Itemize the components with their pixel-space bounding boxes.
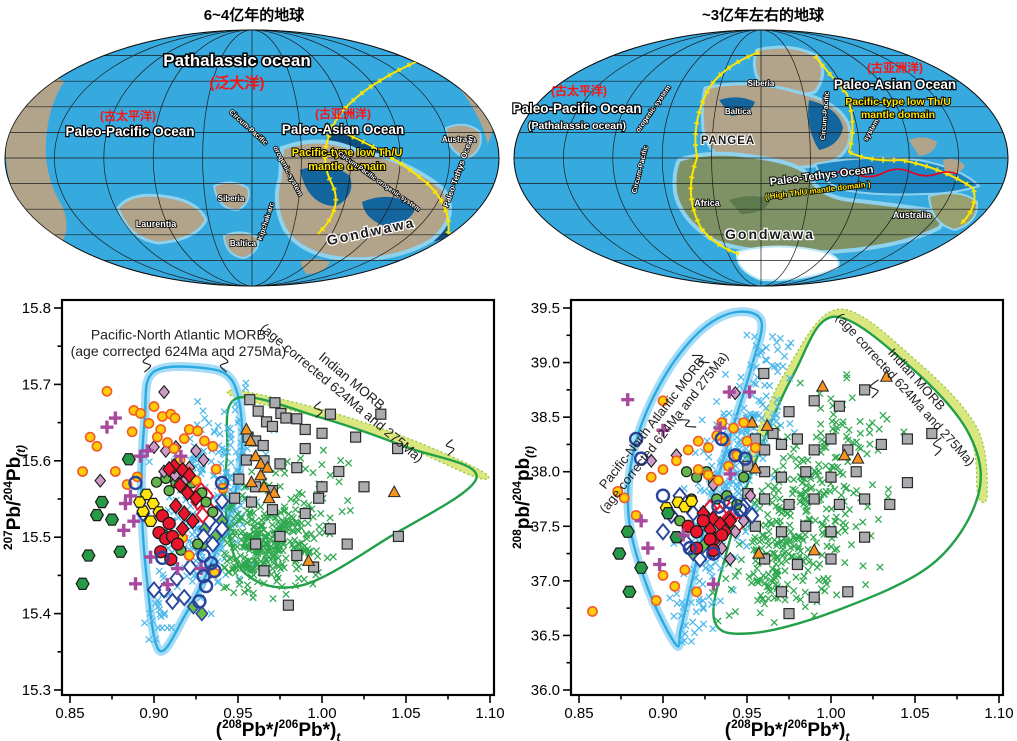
- tick-labels: 0.85 0.90 0.95 1.00 1.05 1.10 15.3 15.4 15.5 15.6…: [22, 300, 505, 722]
- paleo-map-300ma: (古亚洲洋) Paleo-Asian Ocean Pacific-type low …: [509, 0, 1017, 290]
- series-open-navy-diamonds: [135, 492, 230, 611]
- svg-text:(208Pb*/206Pb*)t: (208Pb*/206Pb*)t: [216, 718, 342, 741]
- series-red-diamonds: [162, 457, 203, 538]
- svg-text:39.5: 39.5: [531, 300, 560, 317]
- map-label: (古亚洲洋): [315, 106, 371, 121]
- svg-text:15.4: 15.4: [22, 606, 51, 623]
- svg-text:208pb/204pb(t): 208pb/204pb(t): [511, 446, 537, 549]
- map-label: (Pathalassic ocean): [528, 120, 626, 132]
- svg-text:1.05: 1.05: [391, 705, 420, 722]
- plot-frame: [569, 298, 1005, 697]
- svg-text:0.90: 0.90: [139, 705, 168, 722]
- svg-text:15.6: 15.6: [22, 453, 51, 470]
- map-label: mantle domain: [308, 161, 386, 173]
- pacific-north-atlantic-morb-field: [623, 307, 767, 651]
- svg-text:38.0: 38.0: [531, 464, 560, 481]
- map-label: Siberia: [218, 194, 245, 203]
- plate-boundaries: [316, 57, 452, 236]
- svg-text:1.05: 1.05: [900, 705, 929, 722]
- map-label: Baltica: [230, 239, 257, 248]
- map-label: Africa: [694, 198, 721, 208]
- svg-text:15.7: 15.7: [22, 376, 51, 393]
- indian-morb-field: [224, 395, 478, 589]
- pb208-pb204-scatter-plot: 0.85 0.90 0.95 1.00 1.05 1.10 36.0 36.5 37.0 37.5…: [509, 290, 1017, 741]
- graticule: [514, 30, 1008, 286]
- plot-frame: [60, 298, 496, 697]
- map-title-600-400ma: 6~4亿年的地球: [203, 7, 305, 24]
- series-navy-rings: [128, 475, 230, 609]
- graticule: [5, 30, 499, 286]
- cloud-indian-morb-data: [708, 370, 908, 627]
- series-magenta-plus: [100, 411, 208, 592]
- annotation-pacific-na-morb-label: Pacific-North Atlantic MORB(age correcte…: [71, 327, 287, 373]
- svg-text:15.8: 15.8: [22, 300, 51, 317]
- series-orange-triangles: [239, 422, 401, 566]
- svg-text:39.0: 39.0: [531, 355, 560, 372]
- map-label: (古亚洲洋): [867, 60, 923, 75]
- svg-text:15.5: 15.5: [22, 529, 51, 546]
- svg-text:37.5: 37.5: [531, 518, 560, 535]
- map-label: Paleo-Asian Ocean: [282, 122, 404, 137]
- pb207-pb204-scatter-plot: 0.85 0.90 0.95 1.00 1.05 1.10 15.3 15.4 15.5 15.6…: [0, 290, 508, 741]
- svg-text:36.0: 36.0: [531, 682, 560, 699]
- map-label: Pathalassic ocean: [163, 51, 310, 70]
- map-title-300ma: ~3亿年左右的地球: [701, 7, 825, 24]
- svg-text:37.0: 37.0: [531, 573, 560, 590]
- svg-text:0.90: 0.90: [648, 705, 677, 722]
- map-label: (泛大洋): [210, 74, 265, 92]
- map-label: PANGEA: [701, 135, 755, 147]
- series-gray-squares: [229, 394, 405, 611]
- map-label: Pacific-type low Th/U: [292, 147, 403, 159]
- svg-text:36.5: 36.5: [531, 627, 560, 644]
- plot-content: [587, 307, 988, 651]
- series-yellow-circles: [77, 385, 229, 579]
- svg-text:1.00: 1.00: [307, 705, 336, 722]
- svg-text:Pacific-North Atlantic MORB(ag: Pacific-North Atlantic MORB(age correcte…: [71, 327, 287, 359]
- map-label: (古太平洋): [100, 108, 156, 123]
- map-label: (古太平洋): [551, 83, 607, 98]
- map-label: Gondwawa: [725, 226, 815, 242]
- indian-morb-age-band: [746, 308, 988, 504]
- map-label: Pacific-type low Th/U: [845, 96, 951, 108]
- svg-text:0.85: 0.85: [564, 705, 593, 722]
- svg-text:0.85: 0.85: [55, 705, 84, 722]
- map-label: Australia: [893, 210, 933, 220]
- svg-text:1.10: 1.10: [475, 705, 504, 722]
- map-label: Siberia: [748, 79, 775, 88]
- series-green-hexagons: [75, 453, 136, 590]
- axis-ticks: [563, 307, 1000, 703]
- svg-text:1.00: 1.00: [816, 705, 845, 722]
- map-label: Paleo-Pacific Ocean: [65, 124, 194, 139]
- svg-text:(208Pb*/206Pb*)t: (208Pb*/206Pb*)t: [725, 718, 851, 741]
- svg-text:1.10: 1.10: [984, 705, 1013, 722]
- plot-content: [75, 361, 490, 656]
- series-green-hexagons: [612, 507, 684, 598]
- series-magenta-plus: [621, 385, 757, 591]
- tick-labels: 0.85 0.90 0.95 1.00 1.05 1.10 36.0 36.5 37.0 37.5…: [531, 300, 1014, 722]
- svg-text:38.5: 38.5: [531, 409, 560, 426]
- svg-text:0.95: 0.95: [732, 705, 761, 722]
- series-yellow-circles: [587, 395, 761, 617]
- map-label: Australia: [442, 135, 477, 144]
- svg-text:15.3: 15.3: [22, 682, 51, 699]
- svg-text:0.95: 0.95: [223, 705, 252, 722]
- map-label: mantle domain: [861, 109, 935, 121]
- map-label: Baltica: [725, 107, 752, 116]
- map-label: Laurentia: [136, 219, 178, 229]
- series-navy-rings: [628, 431, 753, 561]
- series-yellow-hexagons: [659, 495, 699, 514]
- paleo-map-600-400ma: Pathalassic ocean (泛大洋) (古太平洋)Paleo-Pacifi…: [0, 0, 508, 290]
- plate-boundaries: [688, 49, 977, 257]
- map-label: Paleo-Asian Ocean: [834, 77, 956, 92]
- map-label: Paleo-Pacific Ocean: [512, 101, 641, 116]
- continents: [5, 37, 496, 274]
- series-orange-triangles: [745, 369, 894, 559]
- svg-text:207Pb/204Pb(t): 207Pb/204Pb(t): [2, 445, 28, 550]
